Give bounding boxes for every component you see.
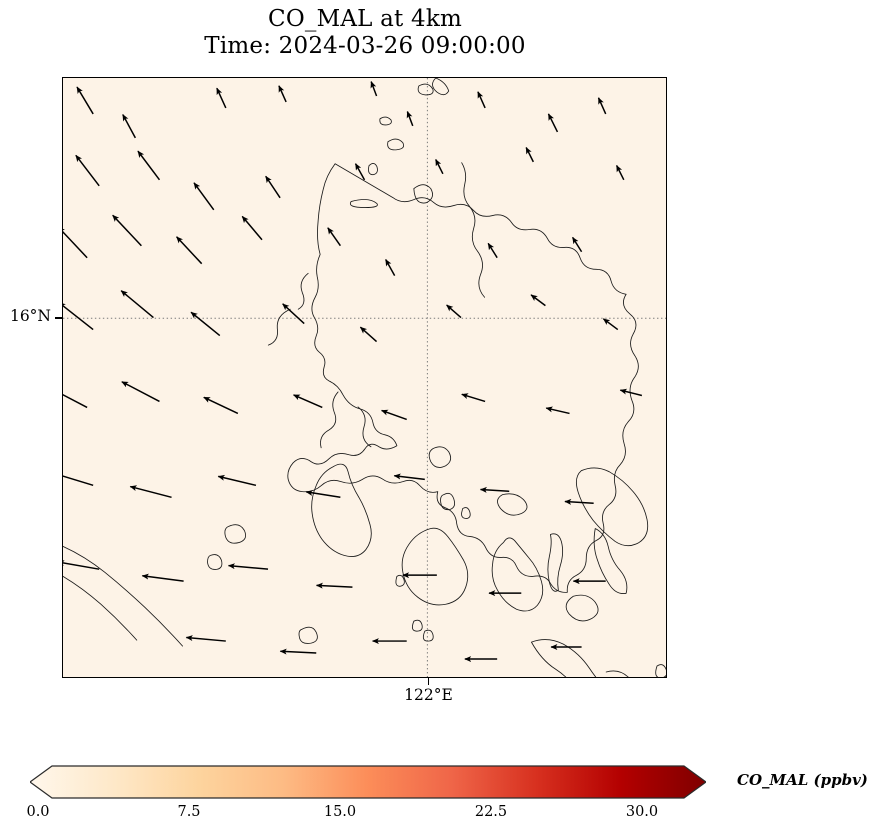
colorbar-axis-label: CO_MAL (ppbv): [737, 771, 868, 789]
wind-vector-arrow: [385, 259, 396, 277]
colorbar-tick-label-3: 22.5: [474, 804, 508, 820]
colorbar-tick-label-0: 0.0: [26, 804, 50, 820]
wind-vector-arrow: [479, 486, 510, 493]
wind-vector-arrow: [141, 573, 184, 582]
wind-vector-arrow: [112, 214, 142, 247]
wind-vector-arrow: [176, 236, 203, 265]
map-plot-area[interactable]: [62, 77, 667, 678]
y-axis-tick-label-16n: 16°N: [9, 307, 51, 325]
wind-vector-arrow: [381, 409, 407, 421]
wind-vector-arrow: [619, 388, 643, 397]
wind-vector-arrow: [75, 154, 100, 187]
page-title: CO_MAL at 4km: [268, 6, 462, 32]
wind-vector-arrow: [63, 393, 88, 409]
wind-vector-arrow: [525, 146, 535, 163]
x-axis-tick-122e: [427, 678, 429, 685]
wind-vector-arrow: [227, 563, 269, 570]
wind-vector-arrow: [265, 175, 281, 199]
colorbar-gradient: [30, 765, 706, 799]
map-canvas: [63, 78, 666, 677]
wind-vector-arrow: [547, 113, 559, 133]
wind-vector-arrow: [63, 302, 94, 331]
colorbar[interactable]: 0.0 7.5 15.0 22.5 30.0 CO_MAL (ppbv): [0, 760, 889, 836]
wind-vector-overlay: [63, 81, 643, 663]
wind-vector-arrow: [597, 97, 607, 115]
wind-vector-arrow: [216, 87, 227, 109]
wind-vector-arrow: [545, 406, 570, 415]
wind-vector-arrow: [370, 81, 378, 97]
wind-vector-arrow: [446, 304, 462, 319]
wind-vector-arrow: [279, 648, 317, 655]
wind-vector-arrow: [327, 227, 341, 247]
colorbar-tick-label-2: 15.0: [323, 804, 357, 820]
gridlines: [63, 78, 666, 677]
y-axis-tick-16n: [55, 317, 62, 319]
x-axis-tick-label-122e: 122°E: [404, 686, 453, 704]
wind-vector-arrow: [293, 394, 323, 409]
wind-vector-arrow: [241, 215, 263, 241]
wind-vector-arrow: [63, 226, 88, 259]
wind-vector-arrow: [203, 396, 239, 415]
wind-vector-arrow: [217, 474, 257, 487]
wind-vector-arrow: [305, 489, 341, 499]
colorbar-tick-label-4: 30.0: [625, 804, 659, 820]
wind-vector-arrow: [564, 498, 594, 505]
wind-vector-arrow: [137, 150, 161, 181]
wind-vector-arrow: [190, 311, 221, 337]
wind-vector-arrow: [530, 294, 546, 307]
wind-vector-arrow: [76, 86, 94, 115]
wind-vector-arrow: [129, 485, 172, 499]
wind-vector-arrow: [315, 582, 353, 589]
wind-vector-arrow: [359, 326, 378, 343]
wind-vector-arrow: [278, 85, 287, 103]
wind-vector-arrow: [393, 473, 425, 481]
wind-vector-arrow: [282, 303, 305, 325]
figure-subtitle-time: Time: 2024-03-26 09:00:00: [204, 33, 526, 60]
wind-vector-arrow: [602, 318, 619, 331]
wind-vector-arrow: [487, 242, 498, 259]
wind-vector-arrow: [461, 393, 486, 403]
wind-vector-arrow: [406, 111, 414, 127]
coastlines: [63, 78, 666, 677]
wind-vector-arrow: [121, 381, 160, 403]
colorbar-tick-label-1: 7.5: [177, 804, 201, 820]
wind-vector-arrow: [185, 635, 226, 642]
wind-vector-arrow: [615, 164, 625, 181]
wind-vector-arrow: [193, 182, 215, 211]
wind-vector-arrow: [571, 236, 583, 253]
wind-vector-arrow: [63, 475, 94, 487]
figure-title-block: CO_MAL at 4km Time: 2024-03-26 09:00:00: [0, 6, 730, 60]
wind-vector-arrow: [120, 290, 154, 319]
wind-vector-arrow: [477, 91, 486, 109]
wind-vector-arrow: [63, 560, 100, 570]
wind-vector-arrow: [354, 163, 366, 181]
wind-vector-arrow: [122, 114, 137, 139]
wind-vector-arrow: [435, 158, 444, 175]
